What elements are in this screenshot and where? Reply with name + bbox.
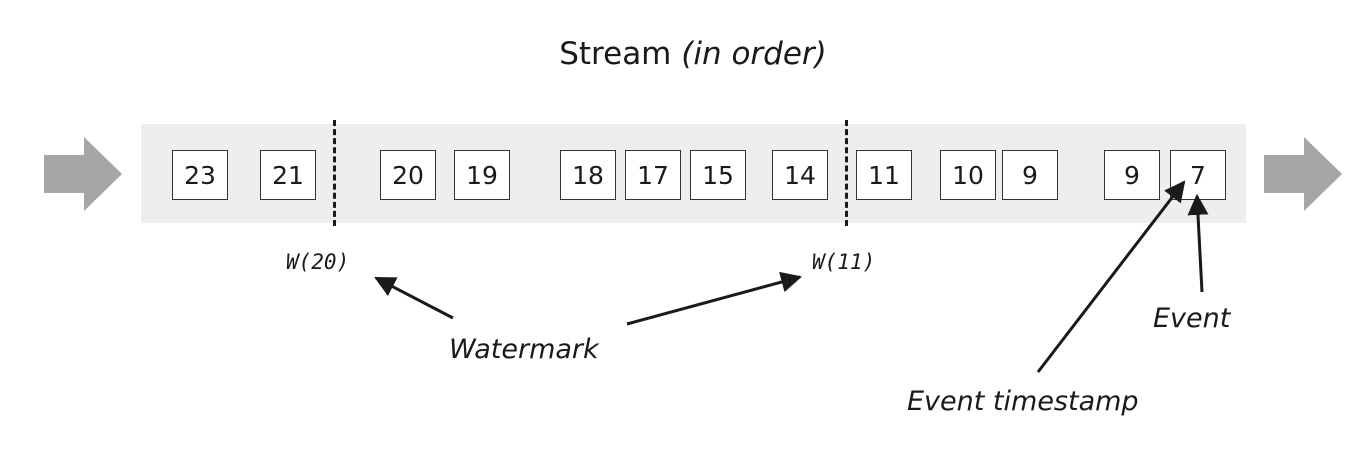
input-flow-arrow-icon [44,137,122,211]
watermark-label-w20: W(20) [286,250,350,274]
event-box: 7 [1170,150,1226,200]
output-flow-arrow-icon [1264,137,1342,211]
event-box: 10 [940,150,996,200]
pointer-to-w11 [626,271,803,326]
event-box: 9 [1002,150,1058,200]
watermark-label-w11: W(11) [812,250,876,274]
event-box: 21 [260,150,316,200]
diagram-title: Stream (in order) [0,36,1372,72]
event-box: 11 [856,150,912,200]
event-box: 23 [172,150,228,200]
watermark-line-w11 [845,120,848,226]
event-box: 18 [560,150,616,200]
event-box: 15 [690,150,746,200]
event-box: 19 [454,150,510,200]
event-annotation: Event [1153,303,1231,334]
title-main: Stream [559,36,672,72]
watermark-line-w20 [333,120,336,226]
event-box: 14 [772,150,828,200]
event-timestamp-annotation: Event timestamp [907,386,1139,417]
event-box: 17 [625,150,681,200]
pointer-to-w20 [374,276,454,320]
title-qualifier: (in order) [681,36,827,72]
event-box: 9 [1104,150,1160,200]
watermark-annotation: Watermark [449,334,599,365]
event-box: 20 [380,150,436,200]
